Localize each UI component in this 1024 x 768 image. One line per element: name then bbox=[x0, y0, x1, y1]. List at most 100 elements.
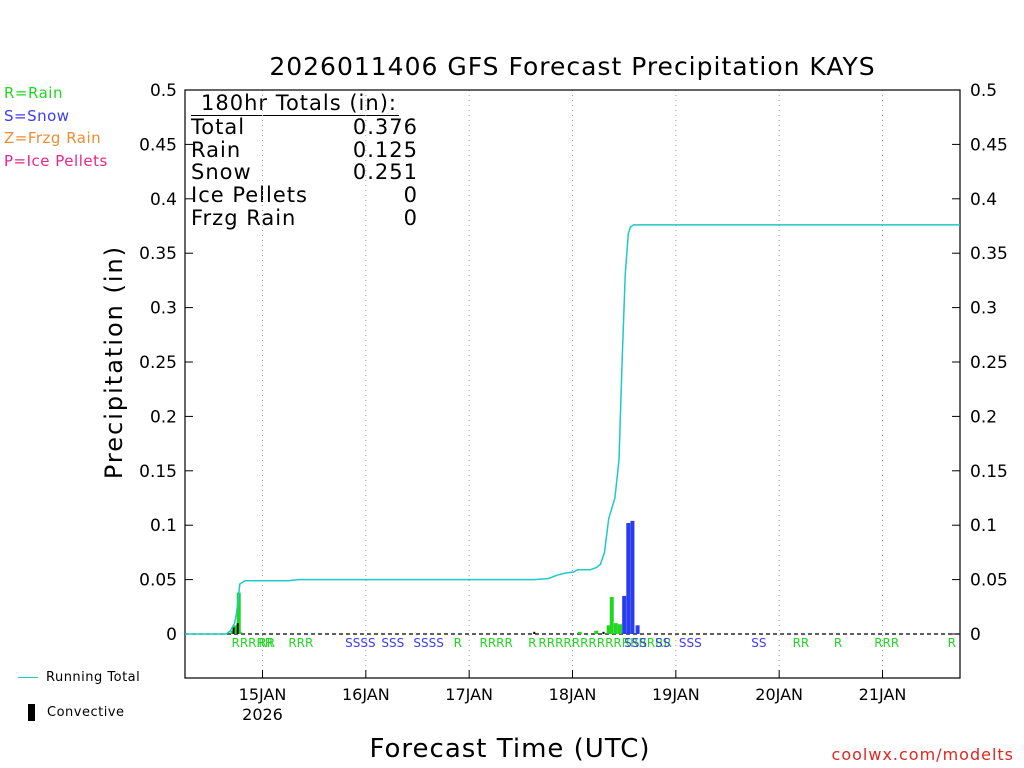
y-tick-label-right: 0.4 bbox=[970, 190, 997, 210]
precip-bar bbox=[230, 630, 235, 634]
precip-type-marker: SS bbox=[751, 636, 766, 650]
legend-frzg-rain: Z=Frzg Rain bbox=[4, 129, 102, 147]
precip-type-marker: SSS bbox=[381, 636, 404, 650]
precip-bar bbox=[594, 630, 599, 634]
totals-value: 0.376 bbox=[352, 114, 418, 139]
legend-snow: S=Snow bbox=[4, 106, 70, 125]
y-tick-label-left: 0.2 bbox=[150, 407, 177, 427]
running-total-line bbox=[185, 224, 960, 635]
precip-type-marker: RRRRR bbox=[232, 636, 274, 650]
y-tick-label-right: 0.3 bbox=[970, 299, 997, 319]
x-tick-label: 20JAN bbox=[755, 685, 803, 704]
precip-type-marker: SSSS bbox=[345, 636, 375, 650]
precip-type-marker: SSSS bbox=[413, 636, 443, 650]
totals-row-snow: Snow 0.251 bbox=[191, 161, 418, 184]
legend-convective: Convective bbox=[18, 704, 125, 721]
y-tick-label-left: 0.45 bbox=[139, 135, 177, 155]
precip-type-marker: SS bbox=[655, 636, 670, 650]
y-tick-label-right: 0 bbox=[970, 625, 981, 645]
precip-bar bbox=[630, 520, 635, 634]
y-axis-label: Precipitation (in) bbox=[100, 245, 128, 479]
totals-header: 180hr Totals (in): bbox=[191, 92, 399, 116]
y-tick-label-right: 0.5 bbox=[970, 81, 997, 101]
y-tick-label-left: 0.35 bbox=[139, 244, 177, 264]
legend-rain: R=Rain bbox=[4, 84, 63, 102]
y-tick-label-right: 0.1 bbox=[970, 516, 997, 536]
totals-value: 0 bbox=[403, 183, 418, 208]
convective-bar bbox=[602, 631, 605, 634]
legend-ice-pellets: P=Ice Pellets bbox=[4, 151, 108, 170]
precip-bar bbox=[237, 631, 242, 634]
precip-type-marker: R bbox=[948, 636, 956, 650]
totals-row-rain: Rain 0.125 bbox=[191, 137, 418, 162]
precip-bar bbox=[613, 623, 618, 634]
precip-bar bbox=[635, 625, 640, 634]
y-tick-label-left: 0.3 bbox=[150, 299, 177, 319]
legend-running-total: Running Total bbox=[18, 670, 140, 685]
precip-type-marker: RRR bbox=[874, 636, 899, 650]
precip-bar bbox=[609, 597, 614, 634]
totals-row-total: Total 0.376 bbox=[191, 114, 418, 139]
y-tick-label-right: 0.45 bbox=[970, 135, 1008, 155]
precip-bar bbox=[606, 625, 611, 634]
y-tick-label-left: 0.25 bbox=[139, 353, 177, 373]
x-tick-sublabel: 2026 bbox=[242, 705, 283, 724]
y-tick-label-left: 0.1 bbox=[150, 516, 177, 536]
precip-bar bbox=[626, 523, 631, 634]
precip-type-marker: R bbox=[834, 636, 842, 650]
precip-type-legend: R=Rain S=Snow Z=Frzg Rain P=Ice Pellets bbox=[4, 82, 108, 172]
totals-label: Total bbox=[191, 114, 246, 139]
convective-bar bbox=[236, 623, 239, 634]
running-total-label: Running Total bbox=[46, 670, 141, 685]
precip-type-marker: RR bbox=[258, 636, 275, 650]
y-tick-label-left: 0.4 bbox=[150, 190, 177, 210]
precip-type-marker: RRR bbox=[288, 636, 313, 650]
y-tick-label-right: 0.05 bbox=[970, 571, 1008, 591]
precip-bar bbox=[618, 624, 623, 634]
totals-label: Ice Pellets bbox=[191, 183, 308, 208]
y-tick-label-left: 0.05 bbox=[139, 571, 177, 591]
y-tick-label-left: 0.15 bbox=[139, 462, 177, 482]
totals-label: Frzg Rain bbox=[191, 205, 297, 230]
precip-type-marker: SSS bbox=[624, 636, 647, 650]
precip-bar bbox=[577, 631, 582, 634]
convective-bar bbox=[533, 631, 536, 634]
x-tick-label: 21JAN bbox=[859, 685, 907, 704]
precip-type-marker: R bbox=[454, 636, 462, 650]
precip-type-marker: RRRR bbox=[480, 636, 513, 650]
precip-type-marker: RR bbox=[793, 636, 810, 650]
precip-bar bbox=[236, 592, 241, 634]
running-total-swatch bbox=[18, 677, 38, 678]
x-tick-label: 19JAN bbox=[652, 685, 700, 704]
x-axis-label: Forecast Time (UTC) bbox=[369, 734, 651, 764]
x-tick-label: 15JAN bbox=[239, 685, 287, 704]
convective-swatch bbox=[28, 704, 35, 721]
totals-box: 180hr Totals (in): Total 0.376 Rain 0.125 … bbox=[191, 92, 418, 230]
precip-type-marker: SSS bbox=[679, 636, 702, 650]
totals-row-ice-pellets: Ice Pellets 0 bbox=[191, 184, 418, 207]
convective-bar bbox=[232, 627, 235, 634]
y-tick-label-right: 0.25 bbox=[970, 353, 1008, 373]
precip-type-marker: RRRRRRRRRRRRRRRR bbox=[538, 636, 671, 650]
totals-row-frzg-rain: Frzg Rain 0 bbox=[191, 207, 418, 230]
y-tick-label-right: 0.15 bbox=[970, 462, 1008, 482]
totals-label: Snow bbox=[191, 160, 252, 185]
plot-frame bbox=[184, 89, 961, 679]
precip-type-marker: R bbox=[528, 636, 536, 650]
x-tick-label: 16JAN bbox=[342, 685, 390, 704]
x-tick-label: 18JAN bbox=[549, 685, 597, 704]
precip-bar bbox=[622, 595, 627, 634]
x-tick-label: 17JAN bbox=[445, 685, 493, 704]
totals-label: Rain bbox=[191, 137, 242, 162]
chart-title: 2026011406 GFS Forecast Precipitation KA… bbox=[269, 52, 876, 81]
y-tick-label-right: 0.35 bbox=[970, 244, 1008, 264]
precip-bar bbox=[233, 625, 238, 634]
totals-value: 0.125 bbox=[352, 137, 418, 162]
y-tick-label-right: 0.2 bbox=[970, 407, 997, 427]
totals-value: 0 bbox=[403, 205, 418, 230]
y-tick-label-left: 0 bbox=[166, 625, 177, 645]
credit-link[interactable]: coolwx.com/modelts bbox=[831, 745, 1014, 764]
y-tick-label-left: 0.5 bbox=[150, 81, 177, 101]
convective-label: Convective bbox=[47, 705, 125, 720]
